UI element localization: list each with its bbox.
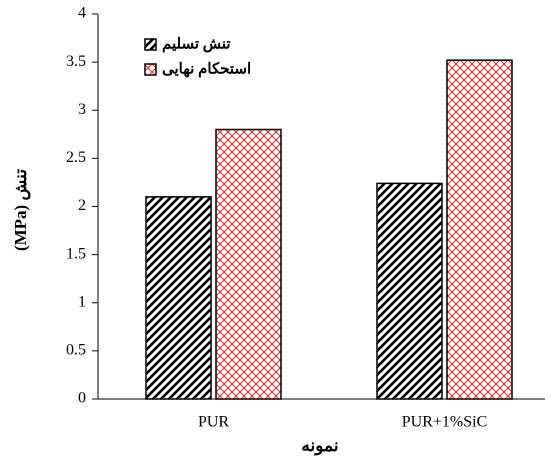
y-tick-label: 3 (78, 101, 86, 118)
bar (376, 182, 443, 400)
y-tick-label: 2.5 (66, 149, 86, 166)
bar (215, 128, 282, 400)
bar (145, 196, 212, 400)
x-axis-label: نمونه (301, 436, 338, 456)
bar (446, 59, 513, 400)
y-tick-label: 4 (78, 5, 86, 22)
y-tick-label: 0.5 (66, 342, 86, 359)
legend-label: استحکام نهایی (162, 61, 251, 77)
y-tick-label: 3.5 (66, 53, 86, 70)
legend-swatch (144, 38, 157, 51)
y-tick-label: 1.5 (66, 245, 86, 262)
x-tick-label: PUR+1%SiC (402, 414, 488, 431)
y-tick-label: 0 (78, 390, 86, 407)
legend-swatch (144, 63, 157, 76)
y-tick-label: 2 (78, 197, 86, 214)
x-tick-label: PUR (198, 414, 229, 431)
y-tick-label: 1 (78, 293, 86, 310)
legend-label: تنش تسلیم (162, 36, 231, 52)
y-axis-label: (MPa) تنش (11, 169, 31, 251)
